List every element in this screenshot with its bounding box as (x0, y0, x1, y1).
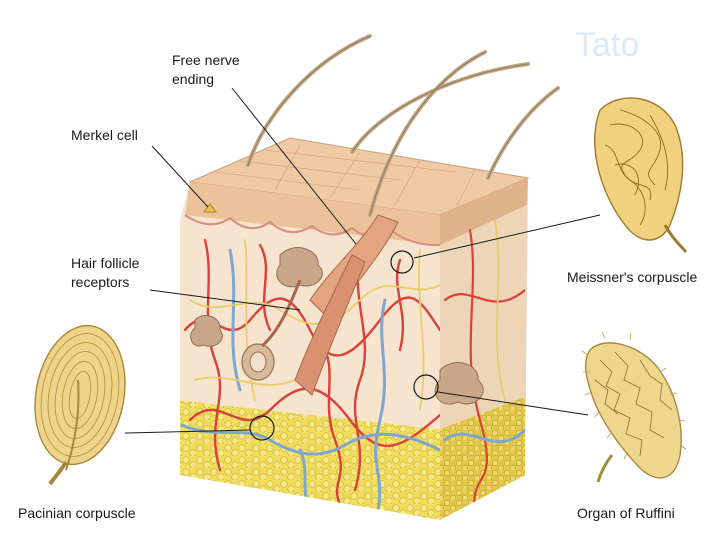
merkel-cell-structure (203, 203, 217, 213)
leader-lines (124, 87, 601, 434)
label-hair-follicle-receptors-line2: receptors (71, 274, 130, 290)
receptor-markers (249, 250, 439, 441)
label-merkel-cell: Merkel cell (71, 127, 138, 143)
leader-line-pacinian (124, 429, 251, 434)
meissners-corpuscle-illustration (594, 97, 688, 253)
skin-surface-lines (214, 144, 476, 211)
label-free-nerve-ending-line2: ending (172, 71, 215, 87)
organ-of-ruffini-illustration (581, 331, 687, 483)
ruffini-marker-circle (413, 374, 439, 400)
watermark: Tato (575, 26, 640, 64)
label-meissners-corpuscle: Meissner's corpuscle (567, 269, 698, 285)
veins (180, 248, 440, 512)
leader-line-meissner (413, 214, 601, 259)
leader-line-ruffini (437, 391, 589, 416)
label-pacinian-corpuscle: Pacinian corpuscle (18, 505, 136, 521)
label-hair-follicle-receptors-line1: Hair follicle (71, 255, 140, 271)
pacinian-corpuscle-illustration (34, 324, 126, 486)
hair-follicles (241, 214, 399, 396)
label-free-nerve-ending: Free nerve ending (172, 51, 240, 89)
skin-block (180, 34, 560, 520)
leader-line-hair-follicle (149, 289, 301, 311)
epidermis-side (440, 178, 528, 245)
label-organ-of-ruffini: Organ of Ruffini (577, 505, 675, 521)
label-free-nerve-ending-line1: Free nerve (172, 52, 240, 68)
subcutaneous-fat-side (440, 395, 525, 520)
meissner-marker-circle (390, 250, 414, 274)
leader-line-merkel-cell (151, 145, 209, 208)
pacinian-marker-circle (249, 415, 275, 441)
leader-line-free-nerve-ending (231, 87, 357, 245)
label-hair-follicle-receptors: Hair follicle receptors (71, 254, 139, 292)
